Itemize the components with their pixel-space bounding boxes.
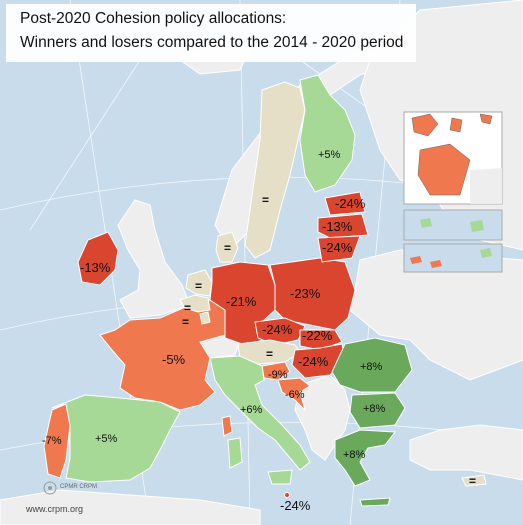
label-finland: +5% [318,149,341,161]
country-czechia [254,317,306,346]
country-italy [209,355,311,471]
eu-countries [43,74,487,507]
country-labels: -13% -7% +5% -5% -21% -23% -24% -22% -24… [42,149,476,513]
credit-url: www.crpm.org [26,504,84,514]
country-estonia [324,191,366,216]
country-greece [334,429,396,487]
cpmr-logo [43,481,57,495]
label-estonia: -24% [335,196,366,211]
label-spain: +5% [95,433,118,445]
label-greece: +8% [343,449,366,461]
label-poland: -23% [290,286,321,301]
country-finland [299,74,356,193]
label-romania: +8% [360,361,383,373]
title-line-1: Post-2020 Cohesion policy allocations: [20,10,287,27]
label-luxembourg: = [182,315,189,329]
country-romania [331,337,413,393]
label-italy: +6% [240,404,263,416]
country-bulgaria [349,392,406,429]
label-netherlands: = [195,279,202,293]
country-lithuania [317,235,361,263]
country-luxembourg [199,311,211,325]
label-cyprus: = [469,474,476,488]
label-france: -5% [162,352,186,367]
label-austria: = [266,347,273,361]
title-line-2: Winners and losers compared to the 2014 … [20,34,404,51]
label-ireland: -13% [80,260,111,275]
country-italy-sardinia [227,437,243,469]
outermost-regions-insets [403,111,503,273]
logo-text: CPMR CRPM [60,484,97,490]
label-sweden: = [262,193,269,207]
country-denmark [215,231,239,263]
label-denmark: = [224,241,231,255]
label-malta: -24% [280,498,311,513]
country-italy-sicily [267,469,293,485]
label-slovenia: -9% [268,369,288,381]
label-portugal: -7% [42,435,62,447]
country-sweden [244,81,306,259]
label-hungary: -24% [298,354,329,369]
label-slovakia: -22% [302,328,333,343]
country-belgium [179,294,211,313]
country-spain [51,394,181,483]
label-belgium: = [184,301,191,315]
label-bulgaria: +8% [363,403,386,415]
label-czechia: -24% [262,322,293,337]
label-latvia: -13% [322,219,353,234]
country-croatia [277,377,311,412]
label-croatia: -6% [285,389,305,401]
country-malta [284,492,290,498]
country-ireland [77,231,119,286]
label-germany: -21% [226,294,257,309]
country-france-corsica [221,415,233,437]
country-greece-crete [359,497,391,507]
label-lithuania: -24% [322,240,353,255]
title-box: Post-2020 Cohesion policy allocations: W… [6,4,416,62]
country-cyprus [461,474,487,487]
